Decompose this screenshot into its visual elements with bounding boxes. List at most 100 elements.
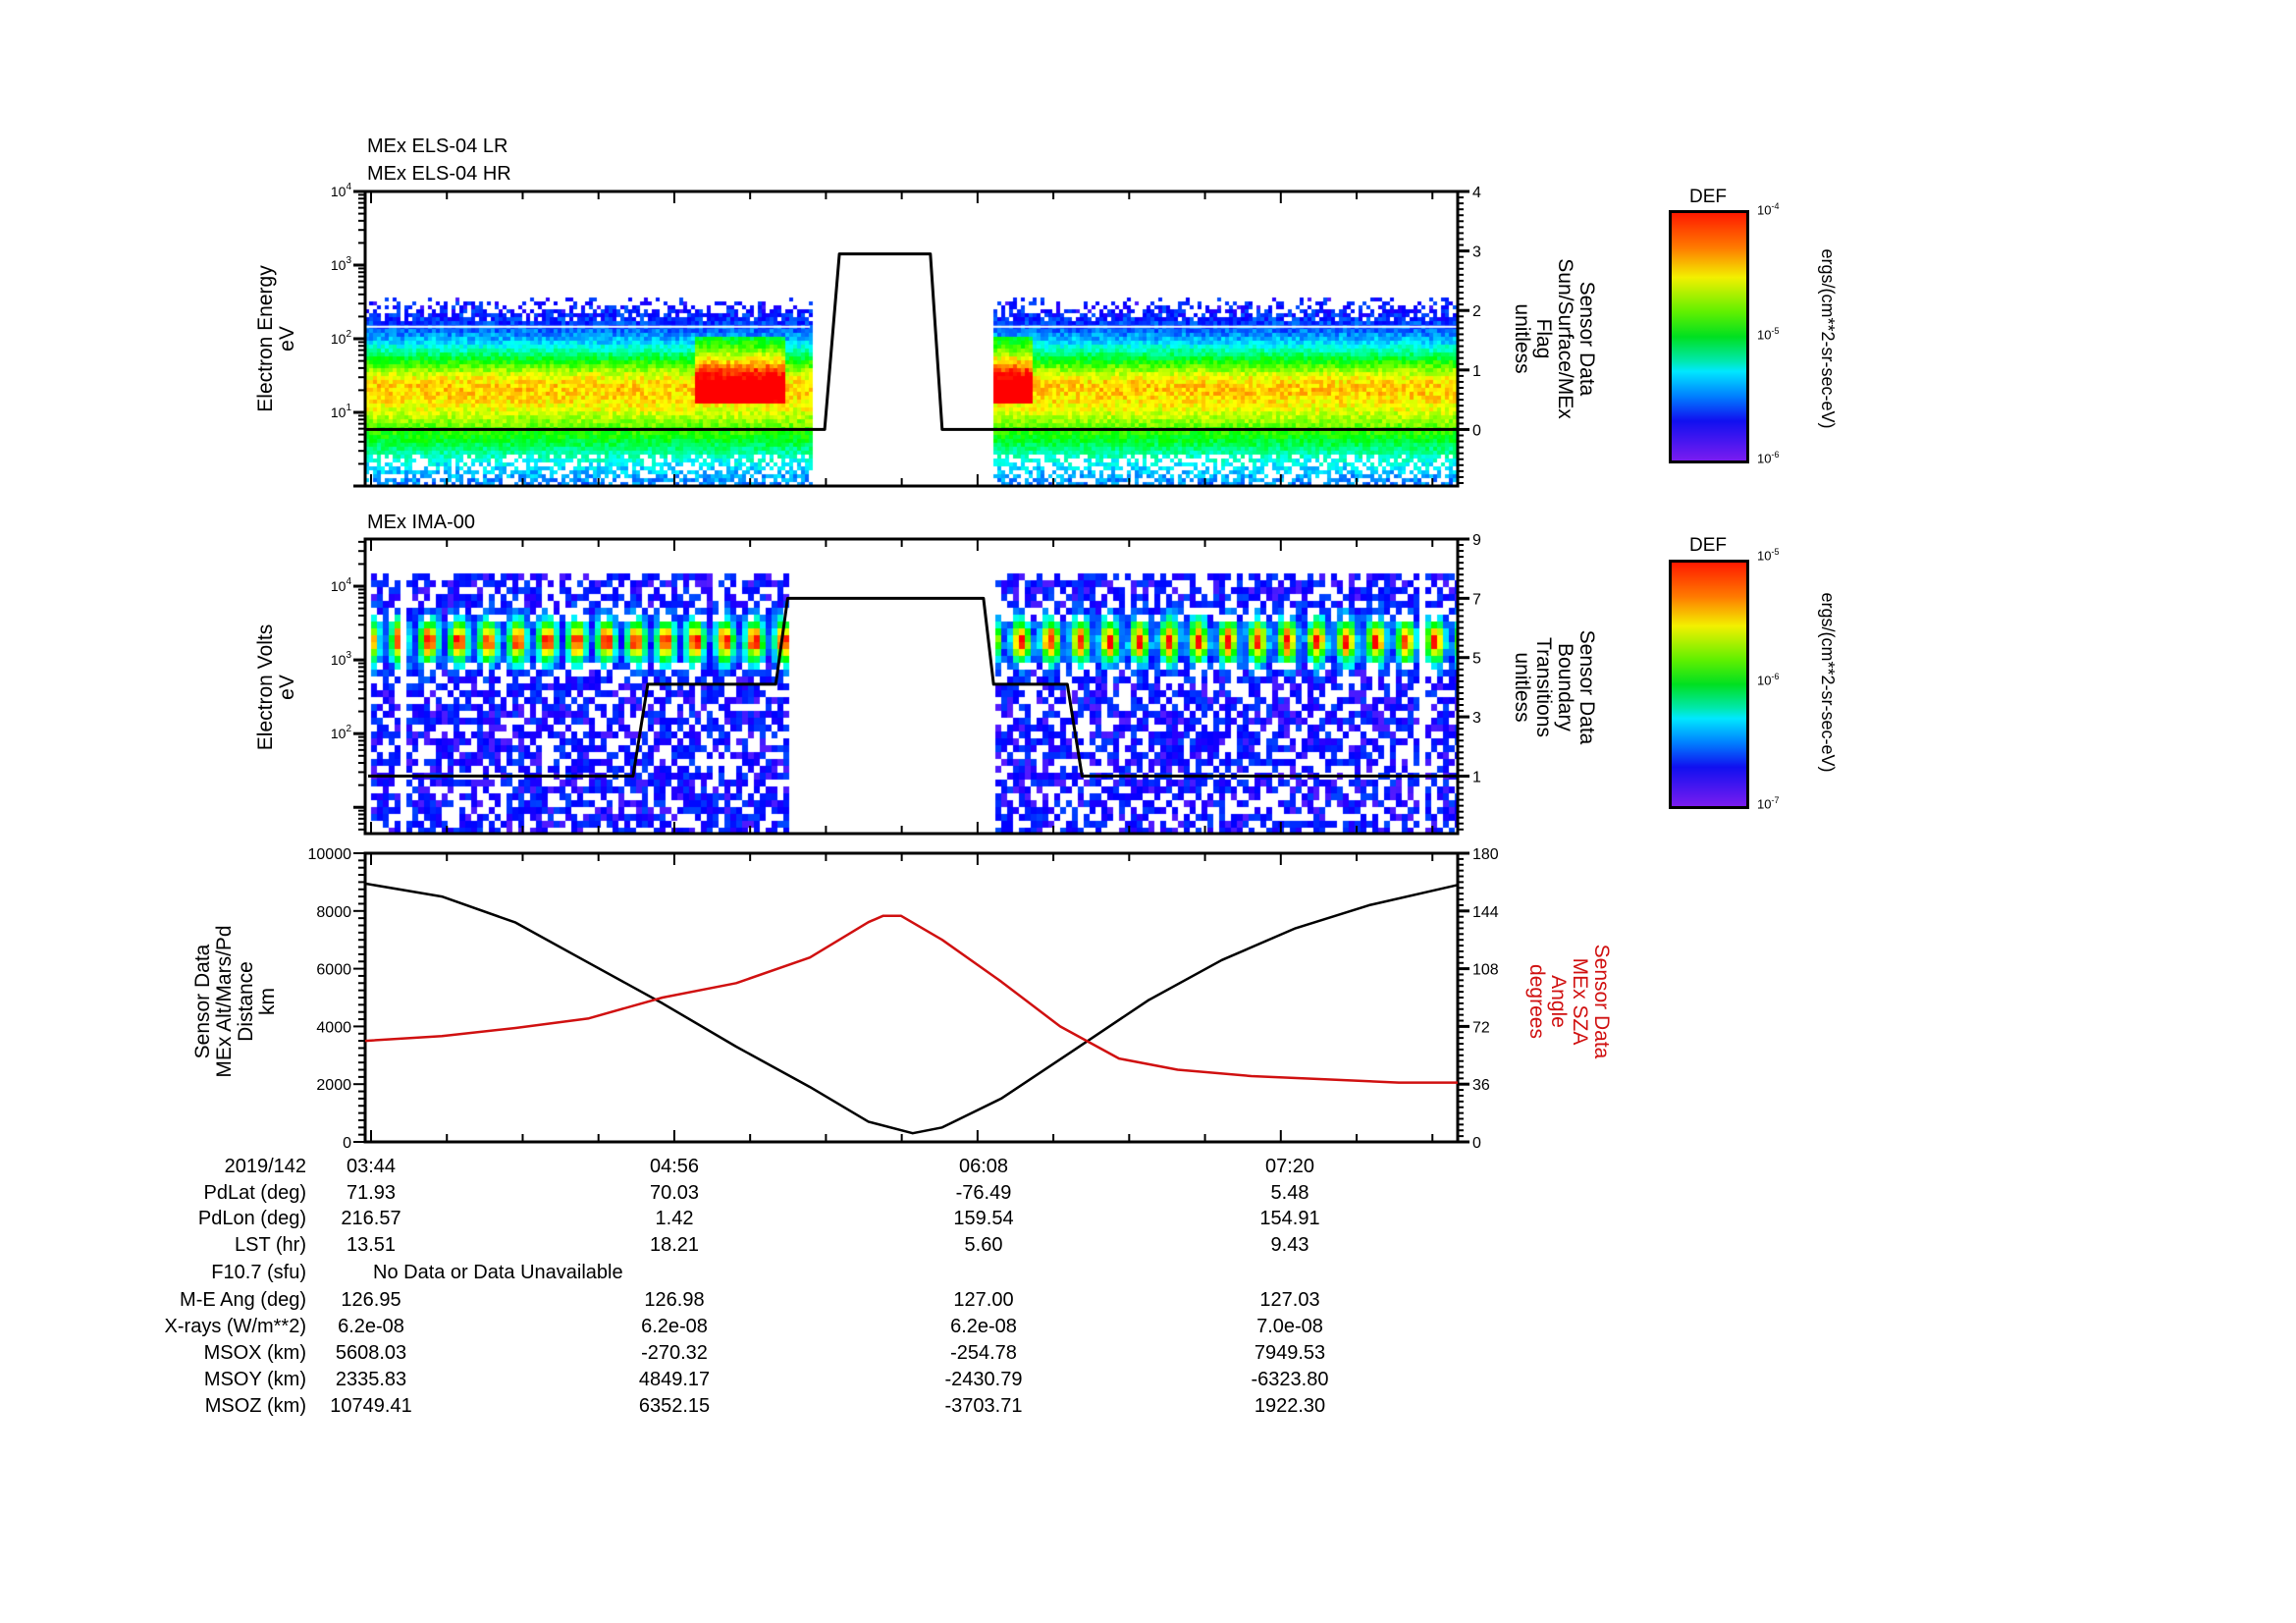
- pos-left-tick-label: 8000: [316, 904, 351, 921]
- pos-left-tick-label: 0: [343, 1135, 351, 1152]
- table-cell: 1922.30: [1254, 1395, 1326, 1417]
- pos-right-tick-label: 144: [1472, 904, 1499, 921]
- tick-exponent: -5: [1771, 326, 1780, 336]
- els-frame: [363, 189, 1460, 488]
- pos-left-axis-label: Sensor Data MEx Alt/Mars/Pd Distance km: [191, 925, 279, 1078]
- table-cell: 126.95: [341, 1289, 401, 1311]
- els-left-axis-label: Electron Energy eV: [254, 265, 298, 412]
- colorbar2-tick: 10-6: [1757, 672, 1780, 688]
- table-cell: -76.49: [955, 1182, 1012, 1204]
- ima-right-tick-label: 7: [1472, 591, 1481, 608]
- label-line: Boundary: [1554, 643, 1576, 731]
- pos-right-tick-label: 36: [1472, 1077, 1490, 1094]
- label-line: MEx Alt/Mars/Pd: [213, 925, 236, 1078]
- colorbar2-units: ergs/(cm**2-sr-sec-eV): [1818, 592, 1838, 773]
- table-cell: 6.2e-08: [641, 1316, 708, 1337]
- label-line: MEx SZA: [1569, 957, 1591, 1046]
- els-right-tick-label: 1: [1472, 363, 1481, 380]
- els-flag-line: [365, 252, 1458, 431]
- label-line: Sun/Surface/MEx: [1554, 258, 1576, 419]
- pos-left-tick-label: 6000: [316, 962, 351, 979]
- pos-frame: [363, 851, 1460, 1144]
- table-cell: 154.91: [1259, 1208, 1320, 1229]
- table-cell: 5.48: [1270, 1182, 1309, 1204]
- table-cell: 9.43: [1270, 1234, 1309, 1256]
- pos-right-tick-label: 72: [1472, 1019, 1490, 1036]
- pos-right-axis-label: Sensor Data MEx SZA Angle degrees: [1525, 945, 1613, 1059]
- ima-spectrogram: [365, 539, 1458, 834]
- table-cell: 10749.41: [330, 1395, 412, 1417]
- table-cell: 13.51: [346, 1234, 397, 1256]
- table-row-label: X-rays (W/m**2): [164, 1316, 306, 1337]
- colorbar1-tick: 10-5: [1757, 326, 1780, 343]
- table-cell: 18.21: [649, 1234, 700, 1256]
- els-right-tick-label: 2: [1472, 303, 1481, 320]
- label-line: Electron Energy: [254, 265, 277, 412]
- els-right-tick-label: 0: [1472, 422, 1481, 439]
- table-cell: 71.93: [346, 1182, 397, 1204]
- table-row-label: MSOX (km): [203, 1342, 306, 1364]
- els-left-tick-label: 101: [331, 403, 352, 420]
- altitude-line: [364, 882, 1459, 1135]
- tick-exponent: -6: [1771, 672, 1780, 681]
- ima-right-tick-label: 5: [1472, 651, 1481, 668]
- table-cell: -254.78: [950, 1342, 1017, 1364]
- table-cell: 7.0e-08: [1256, 1316, 1323, 1337]
- ima-left-tick-label: 104: [331, 576, 352, 594]
- sza-line: [364, 914, 1458, 1084]
- els-left-tick-label: 103: [331, 255, 352, 273]
- els-right-tick-label: 4: [1472, 185, 1481, 201]
- table-cell: 126.98: [644, 1289, 705, 1311]
- els-title-lr: MEx ELS-04 LR: [367, 135, 508, 157]
- table-row-label: MSOZ (km): [204, 1395, 306, 1417]
- table-row-note: No Data or Data Unavailable: [373, 1262, 623, 1283]
- time-label: 04:56: [649, 1156, 700, 1177]
- table-cell: 5.60: [964, 1234, 1003, 1256]
- table-row-label: M-E Ang (deg): [180, 1289, 306, 1311]
- table-cell: -3703.71: [944, 1395, 1023, 1417]
- table-cell: 1.42: [655, 1208, 694, 1229]
- table-cell: 2335.83: [335, 1369, 407, 1390]
- table-cell: 127.00: [953, 1289, 1014, 1311]
- ima-right-tick-label: 1: [1472, 769, 1481, 785]
- colorbar1-title: DEF: [1689, 187, 1727, 207]
- label-line: Transitions: [1532, 637, 1555, 737]
- label-line: Angle: [1547, 975, 1570, 1028]
- els-right-axis-label: Sensor Data Sun/Surface/MEx Flag unitles…: [1511, 258, 1598, 419]
- label-line: eV: [276, 326, 298, 352]
- label-line: unitless: [1511, 303, 1533, 374]
- colorbar1-tick: 10-6: [1757, 450, 1780, 466]
- ima-boundary-line: [368, 596, 1458, 778]
- table-cell: 4849.17: [638, 1369, 711, 1390]
- tick-exponent: -6: [1771, 450, 1780, 460]
- ima-left-tick-label: 103: [331, 650, 352, 668]
- table-cell: -270.32: [641, 1342, 708, 1364]
- label-line: Sensor Data: [191, 944, 214, 1059]
- ima-left-tick-label: 102: [331, 724, 352, 741]
- colorbar1-tick: 10-4: [1757, 201, 1780, 218]
- tick-exponent: -7: [1771, 795, 1780, 805]
- els-spectrogram: [365, 191, 1458, 486]
- time-label: 07:20: [1264, 1156, 1315, 1177]
- table-cell: 7949.53: [1254, 1342, 1326, 1364]
- pos-left-tick-label: 4000: [316, 1019, 351, 1036]
- pos-left-tick-label: 2000: [316, 1077, 351, 1094]
- colorbar1: [1669, 210, 1749, 463]
- label-line: km: [256, 988, 279, 1016]
- els-left-tick-label: 102: [331, 329, 352, 347]
- tick-exponent: -5: [1771, 547, 1780, 557]
- colorbar2-tick: 10-5: [1757, 547, 1780, 564]
- table-row-label: PdLat (deg): [203, 1182, 306, 1204]
- table-row-label: LST (hr): [235, 1234, 306, 1256]
- table-cell: 6.2e-08: [338, 1316, 404, 1337]
- label-line: Electron Volts: [254, 623, 277, 751]
- label-line: degrees: [1525, 964, 1548, 1039]
- table-cell: 70.03: [649, 1182, 700, 1204]
- label-line: Sensor Data: [1575, 629, 1598, 745]
- ima-title: MEx IMA-00: [367, 512, 476, 533]
- label-line: Distance: [235, 961, 257, 1042]
- els-right-tick-label: 3: [1472, 244, 1481, 261]
- table-date: 2019/142: [224, 1156, 306, 1177]
- colorbar2: [1669, 560, 1749, 809]
